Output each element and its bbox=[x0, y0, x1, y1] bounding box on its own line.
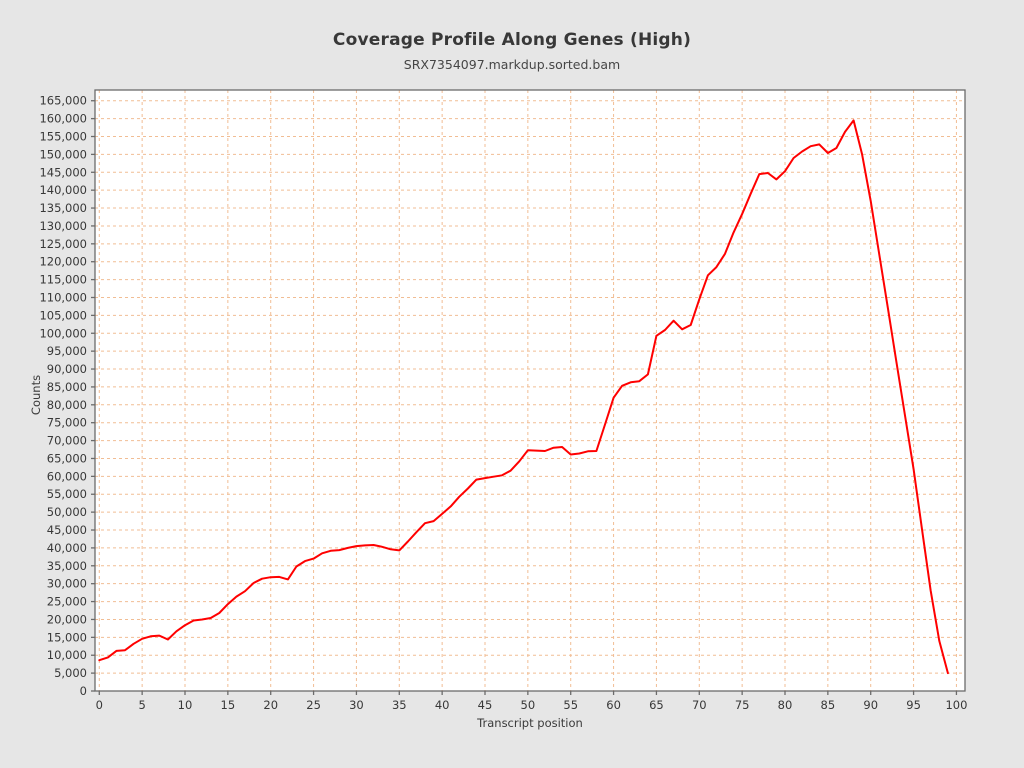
y-tick-label: 45,000 bbox=[47, 523, 87, 537]
y-tick-label: 90,000 bbox=[47, 362, 87, 376]
y-tick-label: 95,000 bbox=[47, 344, 87, 358]
plot-area bbox=[95, 90, 965, 691]
y-axis-label: Counts bbox=[29, 374, 43, 416]
y-tick-label: 125,000 bbox=[39, 237, 87, 251]
x-tick-label: 35 bbox=[392, 698, 407, 712]
y-tick-label: 145,000 bbox=[39, 165, 87, 179]
y-tick-label: 115,000 bbox=[39, 273, 87, 287]
x-tick-label: 15 bbox=[221, 698, 236, 712]
y-tick-label: 60,000 bbox=[47, 469, 87, 483]
x-tick-label: 65 bbox=[649, 698, 664, 712]
y-tick-label: 35,000 bbox=[47, 559, 87, 573]
y-tick-label: 75,000 bbox=[47, 416, 87, 430]
x-tick-label: 75 bbox=[735, 698, 750, 712]
y-tick-label: 25,000 bbox=[47, 595, 87, 609]
y-tick-label: 5,000 bbox=[54, 666, 87, 680]
x-tick-label: 10 bbox=[178, 698, 193, 712]
y-tick-label: 65,000 bbox=[47, 451, 87, 465]
x-tick-label: 100 bbox=[945, 698, 967, 712]
y-tick-label: 150,000 bbox=[39, 147, 87, 161]
x-tick-label: 45 bbox=[478, 698, 493, 712]
y-tick-label: 160,000 bbox=[39, 112, 87, 126]
x-tick-label: 90 bbox=[863, 698, 878, 712]
y-tick-label: 140,000 bbox=[39, 183, 87, 197]
x-tick-label: 25 bbox=[306, 698, 321, 712]
y-tick-label: 165,000 bbox=[39, 94, 87, 108]
x-tick-label: 55 bbox=[563, 698, 578, 712]
y-tick-label: 130,000 bbox=[39, 219, 87, 233]
y-tick-label: 15,000 bbox=[47, 630, 87, 644]
x-tick-label: 50 bbox=[521, 698, 536, 712]
x-tick-label: 20 bbox=[263, 698, 278, 712]
x-tick-label: 30 bbox=[349, 698, 364, 712]
chart-title: Coverage Profile Along Genes (High) bbox=[332, 30, 692, 50]
x-tick-label: 95 bbox=[906, 698, 921, 712]
x-axis-label: Transcript position bbox=[477, 716, 583, 730]
plot-border bbox=[94, 89, 966, 692]
y-tick-label: 70,000 bbox=[47, 434, 87, 448]
x-tick-label: 40 bbox=[435, 698, 450, 712]
y-tick-label: 155,000 bbox=[39, 130, 87, 144]
y-tick-label: 30,000 bbox=[47, 577, 87, 591]
y-tick-label: 105,000 bbox=[39, 308, 87, 322]
x-tick-label: 80 bbox=[778, 698, 793, 712]
chart-subtitle: SRX7354097.markdup.sorted.bam bbox=[403, 57, 621, 72]
y-tick-label: 135,000 bbox=[39, 201, 87, 215]
x-tick-label: 0 bbox=[96, 698, 103, 712]
coverage-line bbox=[98, 119, 949, 675]
x-tick-label: 85 bbox=[821, 698, 836, 712]
x-tick-label: 70 bbox=[692, 698, 707, 712]
y-tick-label: 10,000 bbox=[47, 648, 87, 662]
y-tick-label: 100,000 bbox=[39, 326, 87, 340]
y-tick-label: 20,000 bbox=[47, 612, 87, 626]
x-tick-label: 60 bbox=[606, 698, 621, 712]
y-tick-label: 40,000 bbox=[47, 541, 87, 555]
y-tick-label: 50,000 bbox=[47, 505, 87, 519]
x-tick-label: 5 bbox=[138, 698, 145, 712]
y-tick-label: 120,000 bbox=[39, 255, 87, 269]
y-tick-label: 0 bbox=[80, 684, 87, 698]
y-tick-label: 110,000 bbox=[39, 290, 87, 304]
y-tick-label: 85,000 bbox=[47, 380, 87, 394]
y-tick-label: 55,000 bbox=[47, 487, 87, 501]
y-tick-label: 80,000 bbox=[47, 398, 87, 412]
